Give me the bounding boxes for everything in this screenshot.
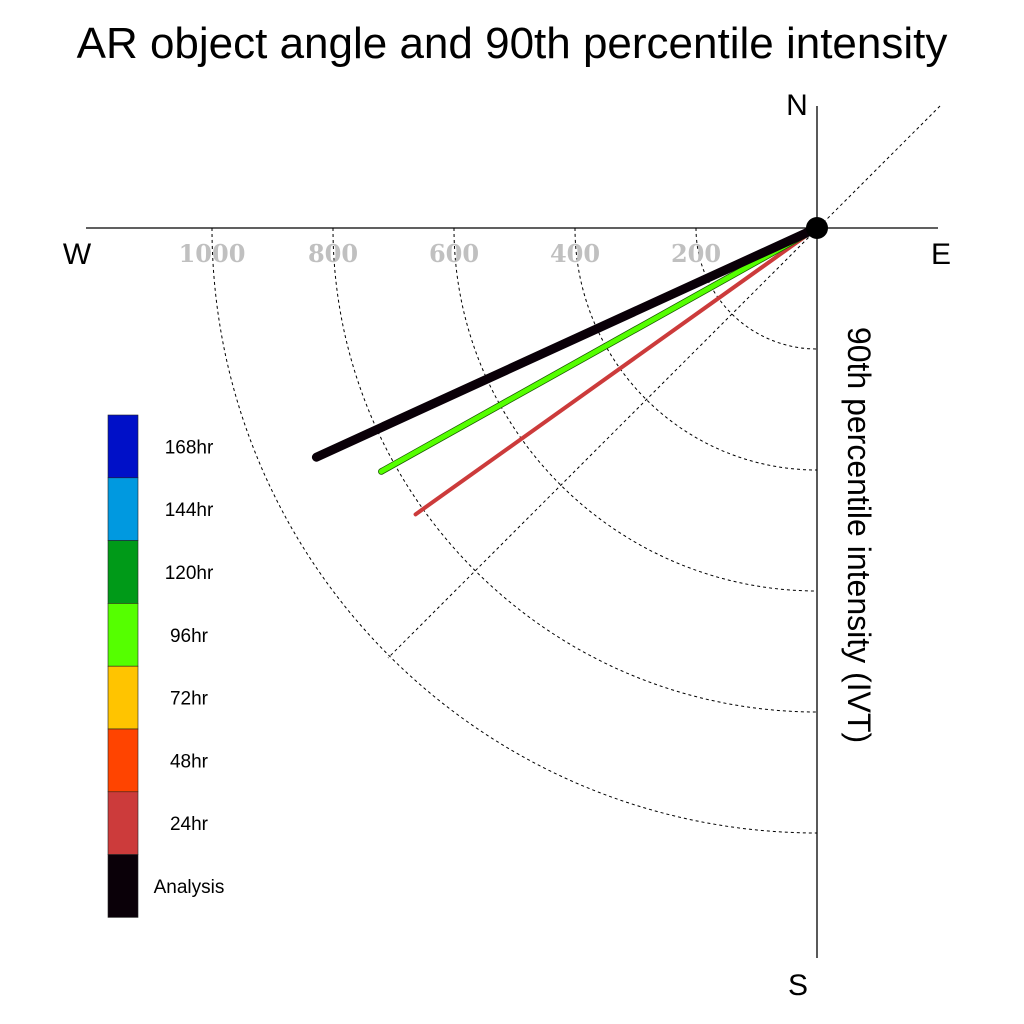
east-label: E — [931, 238, 951, 271]
series — [311, 223, 822, 517]
radial-tick-label: 400 — [550, 239, 600, 268]
series-line-analysis — [311, 223, 822, 462]
diagonal-guide — [387, 105, 941, 659]
legend-swatch — [107, 477, 139, 541]
legend-swatch — [107, 665, 139, 730]
grid-arc-4 — [211, 227, 818, 834]
grid-arc-0 — [695, 227, 818, 350]
legend-swatch — [107, 854, 139, 918]
axes — [86, 105, 941, 958]
legend-swatch — [107, 791, 139, 855]
radial-tick-label: 600 — [429, 239, 479, 268]
north-label: N — [786, 89, 808, 122]
south-label: S — [788, 969, 808, 1002]
origin-marker — [806, 217, 828, 239]
radial-tick-label: 200 — [671, 239, 721, 268]
grid — [211, 227, 818, 834]
legend-swatch — [107, 540, 139, 604]
radial-tick-labels: 200 400 600 800 1000 — [179, 239, 721, 268]
legend-label: 96hr — [170, 626, 209, 647]
grid-arc-2 — [453, 227, 818, 592]
west-label: W — [63, 238, 92, 271]
legend-swatch — [107, 728, 139, 793]
series-line-96hr — [378, 225, 820, 475]
legend-swatch — [107, 603, 139, 667]
radial-tick-label: 800 — [308, 239, 358, 268]
legend-swatch — [107, 414, 139, 479]
grid-arc-3 — [332, 227, 818, 713]
y-axis-label: 90th percentile intensity (IVT) — [841, 327, 877, 743]
legend-label: 24hr — [170, 814, 209, 835]
grid-arc-1 — [574, 227, 818, 471]
legend-label: Analysis — [154, 877, 225, 898]
radial-tick-label: 1000 — [179, 239, 246, 268]
legend-label: 72hr — [170, 689, 209, 710]
legend-label: 168hr — [165, 437, 214, 458]
legend-label: 144hr — [165, 500, 214, 521]
legend-label: 48hr — [170, 751, 209, 772]
chart-title: AR object angle and 90th percentile inte… — [77, 19, 948, 68]
legend: 168hr 144hr 120hr 96hr 72hr 48hr 24hr Analysis — [107, 414, 225, 918]
series-line-24hr — [413, 226, 819, 517]
legend-label: 120hr — [165, 563, 214, 584]
